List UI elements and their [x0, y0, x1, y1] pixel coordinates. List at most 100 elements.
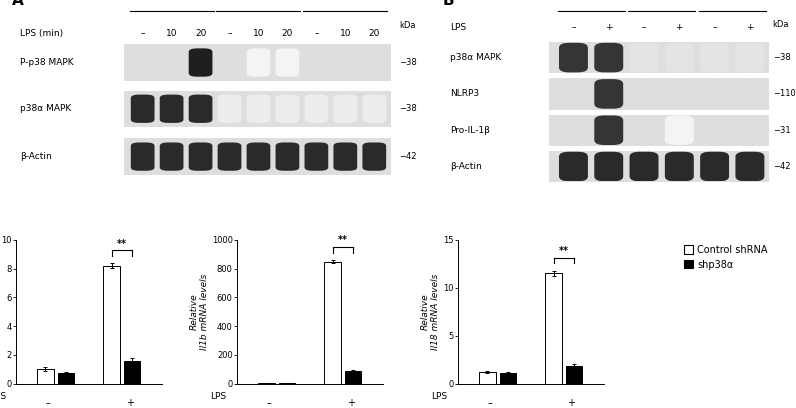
Text: NLRP3: NLRP3 [450, 89, 479, 98]
Text: β-Actin: β-Actin [20, 152, 52, 161]
FancyBboxPatch shape [275, 49, 299, 77]
Bar [479, 372, 496, 384]
FancyBboxPatch shape [247, 142, 271, 171]
FancyBboxPatch shape [665, 152, 694, 181]
FancyBboxPatch shape [247, 49, 271, 77]
Text: 10: 10 [252, 29, 264, 38]
FancyBboxPatch shape [275, 142, 299, 171]
FancyBboxPatch shape [736, 152, 764, 181]
Text: +: + [568, 398, 576, 408]
FancyBboxPatch shape [247, 95, 271, 123]
FancyBboxPatch shape [160, 95, 183, 123]
FancyBboxPatch shape [549, 115, 769, 146]
Text: shp38α
#1: shp38α #1 [242, 0, 275, 2]
Text: P-p38 MAPK: P-p38 MAPK [20, 58, 73, 67]
Text: A: A [12, 0, 24, 8]
Text: B: B [443, 0, 455, 8]
FancyBboxPatch shape [217, 142, 241, 171]
FancyBboxPatch shape [334, 95, 357, 123]
Text: 20: 20 [195, 29, 206, 38]
Bar [258, 383, 275, 384]
Text: LPS: LPS [0, 392, 6, 401]
Bar [57, 373, 74, 384]
Text: shp38α
#2: shp38α #2 [329, 0, 362, 2]
Text: Control
shRNA: Control shRNA [575, 0, 607, 2]
Text: +: + [605, 23, 612, 32]
FancyBboxPatch shape [700, 43, 729, 72]
FancyBboxPatch shape [595, 79, 623, 109]
Text: LPS (min): LPS (min) [20, 29, 63, 38]
Text: p38α MAPK: p38α MAPK [450, 53, 501, 62]
Text: 10: 10 [340, 29, 351, 38]
FancyBboxPatch shape [131, 142, 154, 171]
Text: −31: −31 [773, 126, 790, 135]
Text: –: – [642, 23, 646, 32]
Text: shp38α
#1: shp38α #1 [645, 0, 678, 2]
FancyBboxPatch shape [160, 142, 183, 171]
FancyBboxPatch shape [124, 44, 391, 81]
FancyBboxPatch shape [665, 43, 694, 72]
Text: –: – [487, 398, 492, 408]
Text: LPS: LPS [211, 392, 227, 401]
Text: –: – [140, 29, 145, 38]
FancyBboxPatch shape [131, 95, 154, 123]
FancyBboxPatch shape [189, 142, 213, 171]
Text: +: + [126, 398, 134, 408]
Text: –: – [712, 23, 717, 32]
FancyBboxPatch shape [630, 152, 658, 181]
Text: **: ** [338, 235, 348, 246]
Text: shp38α
#2: shp38α #2 [716, 0, 749, 2]
FancyBboxPatch shape [334, 142, 357, 171]
FancyBboxPatch shape [549, 42, 769, 73]
Bar [324, 262, 341, 384]
Text: +: + [746, 23, 754, 32]
FancyBboxPatch shape [595, 115, 623, 145]
Legend: Control shRNA, shp38α: Control shRNA, shp38α [684, 245, 767, 270]
Text: +: + [346, 398, 354, 408]
Bar [545, 273, 562, 384]
Text: β-Actin: β-Actin [450, 162, 482, 171]
FancyBboxPatch shape [189, 95, 213, 123]
FancyBboxPatch shape [700, 152, 729, 181]
Text: −38: −38 [399, 104, 416, 113]
FancyBboxPatch shape [362, 142, 386, 171]
Text: −42: −42 [399, 152, 416, 161]
FancyBboxPatch shape [189, 49, 213, 77]
Text: +: + [676, 23, 683, 32]
FancyBboxPatch shape [362, 95, 386, 123]
FancyBboxPatch shape [217, 95, 241, 123]
FancyBboxPatch shape [305, 95, 328, 123]
FancyBboxPatch shape [362, 49, 386, 77]
Text: LPS: LPS [431, 392, 447, 401]
Y-axis label: Relative
Il1b mRNA levels: Relative Il1b mRNA levels [189, 274, 209, 350]
FancyBboxPatch shape [549, 78, 769, 110]
Text: −42: −42 [773, 162, 790, 171]
FancyBboxPatch shape [736, 43, 764, 72]
Bar [500, 373, 516, 384]
FancyBboxPatch shape [559, 152, 588, 181]
Text: 10: 10 [166, 29, 178, 38]
FancyBboxPatch shape [275, 95, 299, 123]
FancyBboxPatch shape [124, 138, 391, 175]
Bar [103, 266, 120, 384]
Text: 20: 20 [369, 29, 380, 38]
Text: −38: −38 [773, 53, 790, 62]
FancyBboxPatch shape [595, 152, 623, 181]
FancyBboxPatch shape [630, 43, 658, 72]
Text: p38α MAPK: p38α MAPK [20, 104, 71, 113]
Text: –: – [267, 398, 271, 408]
Text: Control
shRNA: Control shRNA [155, 0, 188, 2]
Text: −38: −38 [399, 58, 416, 67]
Text: **: ** [117, 239, 127, 249]
Text: –: – [45, 398, 50, 408]
FancyBboxPatch shape [124, 91, 391, 127]
Bar [566, 366, 583, 384]
Text: 20: 20 [282, 29, 293, 38]
Bar [124, 361, 140, 384]
Text: kDa: kDa [399, 21, 416, 30]
Text: –: – [228, 29, 232, 38]
Bar [37, 369, 53, 384]
Text: –: – [314, 29, 318, 38]
FancyBboxPatch shape [665, 115, 694, 145]
FancyBboxPatch shape [549, 151, 769, 182]
